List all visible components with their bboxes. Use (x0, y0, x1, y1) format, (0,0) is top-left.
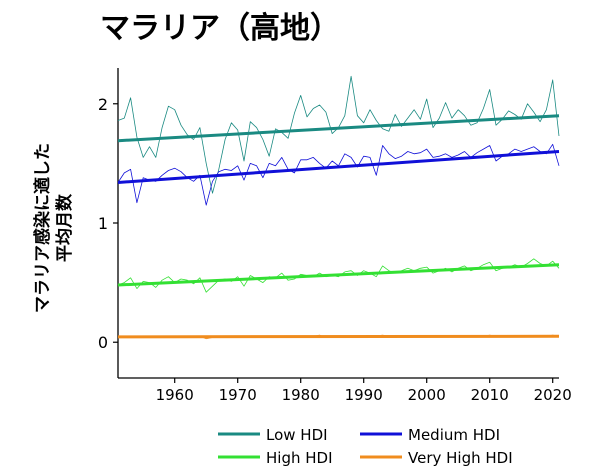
x-tick-label: 1960 (156, 386, 194, 404)
y-tick-label: 0 (98, 333, 108, 352)
y-axis-label-line-1: マラリア感染に適した (32, 143, 53, 313)
x-tick-label: 1970 (219, 386, 257, 404)
x-tick-label: 1980 (282, 386, 320, 404)
medium-hdi-annual-line (117, 143, 560, 206)
x-tick-label: 2020 (534, 386, 572, 404)
legend-label-medium-hdi: Medium HDI (408, 426, 500, 444)
medium-hdi-trend-line (117, 149, 560, 184)
low-hdi-annual-line (117, 75, 560, 194)
legend-label-high-hdi: High HDI (266, 449, 333, 467)
high-hdi-trend-line (117, 263, 560, 287)
chart-title: マラリア（高地） (100, 11, 340, 46)
raw-series-group (117, 75, 560, 340)
x-tick-label: 2000 (408, 386, 446, 404)
y-axis-label-line-2: 平均月数 (54, 193, 75, 262)
y-axis-label: マラリア感染に適した 平均月数 (32, 143, 75, 313)
legend: Low HDI Medium HDI High HDI Very High HDI (218, 426, 513, 467)
low-hdi-trend-line (117, 114, 560, 143)
very-high-hdi-trend-line (117, 334, 560, 339)
x-tick-label: 1990 (345, 386, 383, 404)
trend-series-group (117, 114, 560, 339)
axes: 0 1 2 1960 1970 1980 1990 2000 2010 2020 (98, 68, 572, 404)
y-tick-label: 1 (98, 214, 108, 233)
y-tick-label: 2 (98, 95, 108, 114)
x-tick-label: 2010 (471, 386, 509, 404)
legend-label-very-high-hdi: Very High HDI (408, 449, 513, 467)
legend-label-low-hdi: Low HDI (266, 426, 328, 444)
